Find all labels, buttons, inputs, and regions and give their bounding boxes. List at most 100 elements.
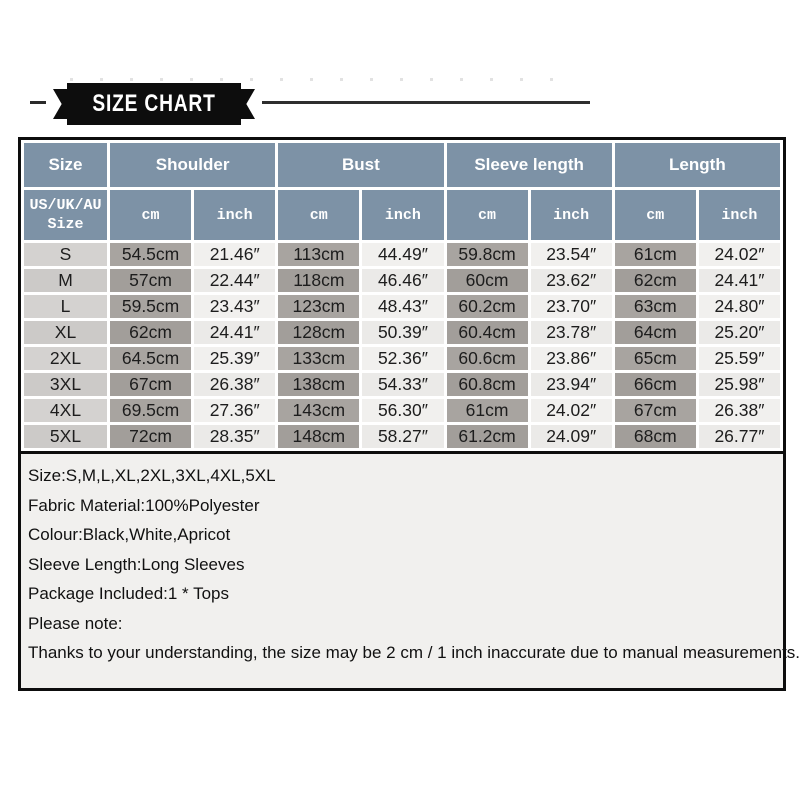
- length-inch-cell: 24.41″: [695, 266, 784, 295]
- dotted-pattern: [70, 78, 575, 81]
- size-cell: 5XL: [21, 422, 110, 451]
- size-cell: 4XL: [21, 396, 110, 425]
- shoulder-cm-cell: 54.5cm: [106, 240, 195, 269]
- info-line-size: Size:S,M,L,XL,2XL,3XL,4XL,5XL: [28, 466, 276, 485]
- table-row-s: S 54.5cm 21.46″ 113cm 44.49″ 59.8cm 23.5…: [21, 240, 784, 269]
- length-inch-cell: 25.98″: [695, 370, 784, 399]
- unit-inch-header: inch: [359, 187, 447, 243]
- length-inch-cell: 25.20″: [695, 318, 784, 347]
- unit-cm-header: cm: [275, 187, 363, 243]
- shoulder-inch-cell: 27.36″: [191, 396, 279, 425]
- bust-inch-cell: 58.27″: [359, 422, 447, 451]
- sleeve-cm-cell: 60.2cm: [443, 292, 531, 321]
- sleeve-cm-cell: 60.4cm: [443, 318, 531, 347]
- sleeve-inch-cell: 23.78″: [527, 318, 615, 347]
- unit-inch-header: inch: [191, 187, 279, 243]
- length-inch-cell: 26.38″: [695, 396, 784, 425]
- bust-inch-cell: 50.39″: [359, 318, 447, 347]
- ribbon-fold-left: [53, 89, 67, 119]
- length-cm-cell: 62cm: [611, 266, 699, 295]
- shoulder-inch-cell: 22.44″: [191, 266, 279, 295]
- bust-cm-cell: 128cm: [275, 318, 363, 347]
- size-cell: M: [21, 266, 110, 295]
- sleeve-cm-cell: 61.2cm: [443, 422, 531, 451]
- bust-cm-cell: 148cm: [275, 422, 363, 451]
- shoulder-cm-cell: 67cm: [106, 370, 195, 399]
- sleeve-inch-cell: 23.94″: [527, 370, 615, 399]
- sleeve-cm-cell: 60.6cm: [443, 344, 531, 373]
- sleeve-cm-cell: 60cm: [443, 266, 531, 295]
- size-chart-ribbon: SIZE CHART: [53, 83, 255, 125]
- info-line-disclaimer: Thanks to your understanding, the size m…: [28, 643, 800, 662]
- size-standard-line2: Size: [47, 216, 84, 233]
- shoulder-inch-cell: 26.38″: [191, 370, 279, 399]
- ribbon-title: SIZE CHART: [92, 90, 216, 117]
- col-header-bust: Bust: [275, 140, 447, 190]
- table-row-m: M 57cm 22.44″ 118cm 46.46″ 60cm 23.62″ 6…: [21, 266, 784, 295]
- sleeve-cm-cell: 60.8cm: [443, 370, 531, 399]
- length-cm-cell: 64cm: [611, 318, 699, 347]
- shoulder-cm-cell: 59.5cm: [106, 292, 195, 321]
- bust-inch-cell: 54.33″: [359, 370, 447, 399]
- shoulder-cm-cell: 64.5cm: [106, 344, 195, 373]
- bust-cm-cell: 133cm: [275, 344, 363, 373]
- bust-cm-cell: 118cm: [275, 266, 363, 295]
- shoulder-inch-cell: 28.35″: [191, 422, 279, 451]
- size-standard-header: US/UK/AU Size: [21, 187, 110, 243]
- length-inch-cell: 26.77″: [695, 422, 784, 451]
- bust-inch-cell: 52.36″: [359, 344, 447, 373]
- sleeve-cm-cell: 61cm: [443, 396, 531, 425]
- unit-inch-header: inch: [695, 187, 784, 243]
- info-line-fabric: Fabric Material:100%Polyester: [28, 495, 260, 515]
- col-header-sleeve-length: Sleeve length: [443, 140, 615, 190]
- sleeve-cm-cell: 59.8cm: [443, 240, 531, 269]
- info-line-sleeve: Sleeve Length:Long Sleeves: [28, 554, 245, 574]
- table-row-5xl: 5XL 72cm 28.35″ 148cm 58.27″ 61.2cm 24.0…: [21, 422, 784, 451]
- sleeve-inch-cell: 23.70″: [527, 292, 615, 321]
- shoulder-cm-cell: 62cm: [106, 318, 195, 347]
- sleeve-inch-cell: 23.62″: [527, 266, 615, 295]
- unit-inch-header: inch: [527, 187, 615, 243]
- length-cm-cell: 67cm: [611, 396, 699, 425]
- length-cm-cell: 68cm: [611, 422, 699, 451]
- shoulder-cm-cell: 57cm: [106, 266, 195, 295]
- bust-cm-cell: 113cm: [275, 240, 363, 269]
- ribbon-fold-right: [241, 89, 255, 119]
- shoulder-inch-cell: 25.39″: [191, 344, 279, 373]
- unit-cm-header: cm: [611, 187, 699, 243]
- ribbon-banner: SIZE CHART: [67, 83, 241, 125]
- size-chart-box: Size Shoulder Bust Sleeve length Length …: [18, 137, 800, 691]
- header-rule-line: [262, 101, 590, 104]
- size-cell: XL: [21, 318, 110, 347]
- table-row-3xl: 3XL 67cm 26.38″ 138cm 54.33″ 60.8cm 23.9…: [21, 370, 784, 399]
- size-table: Size Shoulder Bust Sleeve length Length …: [21, 140, 784, 451]
- sleeve-inch-cell: 24.09″: [527, 422, 615, 451]
- unit-cm-header: cm: [443, 187, 531, 243]
- table-row-2xl: 2XL 64.5cm 25.39″ 133cm 52.36″ 60.6cm 23…: [21, 344, 784, 373]
- length-cm-cell: 66cm: [611, 370, 699, 399]
- length-cm-cell: 61cm: [611, 240, 699, 269]
- size-standard-line1: US/UK/AU: [29, 197, 102, 214]
- sleeve-inch-cell: 23.86″: [527, 344, 615, 373]
- size-cell: 3XL: [21, 370, 110, 399]
- size-cell: S: [21, 240, 110, 269]
- col-header-size: Size: [21, 140, 110, 190]
- unit-cm-header: cm: [106, 187, 195, 243]
- shoulder-cm-cell: 69.5cm: [106, 396, 195, 425]
- table-row-4xl: 4XL 69.5cm 27.36″ 143cm 56.30″ 61cm 24.0…: [21, 396, 784, 425]
- info-line-note: Please note:: [28, 613, 123, 633]
- product-info-panel: Size:S,M,L,XL,2XL,3XL,4XL,5XL Fabric Mat…: [21, 451, 800, 688]
- shoulder-cm-cell: 72cm: [106, 422, 195, 451]
- bust-cm-cell: 123cm: [275, 292, 363, 321]
- size-cell: L: [21, 292, 110, 321]
- table-row-xl: XL 62cm 24.41″ 128cm 50.39″ 60.4cm 23.78…: [21, 318, 784, 347]
- shoulder-inch-cell: 23.43″: [191, 292, 279, 321]
- bust-inch-cell: 56.30″: [359, 396, 447, 425]
- sleeve-inch-cell: 24.02″: [527, 396, 615, 425]
- sleeve-inch-cell: 23.54″: [527, 240, 615, 269]
- unit-header-row: US/UK/AU Size cm inch cm inch cm inch cm…: [21, 187, 784, 243]
- length-cm-cell: 63cm: [611, 292, 699, 321]
- length-inch-cell: 24.80″: [695, 292, 784, 321]
- info-line-package: Package Included:1 * Tops: [28, 584, 229, 603]
